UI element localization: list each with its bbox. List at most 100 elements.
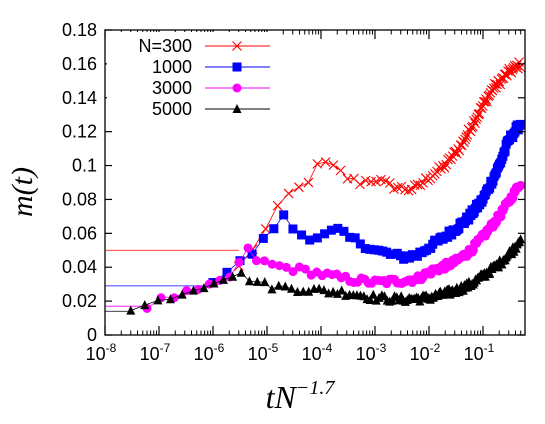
x-axis-label-base: tN [266, 379, 298, 415]
data-point [288, 267, 298, 277]
y-tick-label: 0.06 [62, 223, 97, 243]
data-point [485, 268, 495, 278]
series-3 [105, 180, 526, 313]
legend-label-2: 1000 [152, 57, 192, 77]
data-point [209, 278, 219, 288]
data-point [177, 289, 187, 299]
data-point [515, 119, 525, 129]
x-tick-label: 10-4 [302, 341, 333, 364]
data-point [403, 185, 414, 196]
data-point [305, 235, 315, 245]
axes: 0 0.02 0.04 0.06 0.08 0.1 0.12 0.14 0.16 0.18 10-8… [62, 20, 526, 364]
data-point [272, 200, 283, 211]
data-point [297, 230, 307, 240]
data-point [251, 256, 261, 266]
data-point [506, 67, 517, 78]
data-point [320, 229, 330, 239]
legend-marker-2 [232, 62, 242, 72]
data-point [392, 182, 403, 193]
x-tick-label: 10-7 [140, 341, 171, 364]
data-point [350, 233, 360, 243]
data-point [328, 160, 339, 171]
y-tick-label: 0.14 [62, 88, 97, 108]
y-tick-label: 0.02 [62, 291, 97, 311]
x-tick-label: 10-8 [86, 341, 117, 364]
data-point [464, 215, 474, 225]
series-4 [105, 234, 526, 315]
data-point [244, 276, 254, 286]
data-point [293, 182, 304, 193]
data-point [199, 283, 209, 293]
data-point [474, 108, 485, 119]
data-point [470, 118, 480, 129]
data-point [165, 294, 175, 304]
legend-marker-3 [232, 83, 242, 93]
legend-marker-4 [232, 104, 242, 113]
x-axis-label: tN−1.7 [266, 377, 336, 415]
data-point [500, 146, 510, 156]
data-point [182, 286, 192, 296]
x-tick-label: 10-3 [356, 341, 387, 364]
data-point [488, 176, 498, 186]
data-point [304, 286, 314, 296]
data-point [153, 295, 163, 305]
y-tick-label: 0 [87, 325, 97, 345]
data-point [279, 210, 289, 220]
data-point [387, 295, 397, 305]
data-point [228, 271, 238, 281]
y-tick-label: 0.16 [62, 54, 97, 74]
y-tick-label: 0.1 [72, 156, 97, 176]
y-tick-label: 0.08 [62, 189, 97, 209]
legend-label-4: 5000 [152, 99, 192, 119]
series-1 [105, 57, 525, 272]
data-point [303, 177, 314, 188]
data-point [219, 274, 229, 284]
data-point [283, 188, 294, 199]
data-point [384, 178, 395, 188]
data-point [491, 168, 501, 178]
data-point [412, 179, 423, 190]
data-point [389, 184, 399, 194]
data-point [332, 288, 342, 298]
data-point [259, 256, 269, 266]
data-point [516, 180, 526, 190]
data-point [312, 233, 322, 243]
data-point [516, 234, 526, 244]
x-axis-label-exponent: −1.7 [296, 377, 335, 399]
data-point [126, 305, 136, 315]
data-point [234, 257, 244, 267]
plot-frame [104, 29, 526, 336]
data-point [267, 259, 277, 269]
x-tick-label: 10-2 [410, 341, 441, 364]
data-point [281, 262, 291, 272]
x-tick-label: 10-5 [248, 341, 279, 364]
data-point [480, 96, 490, 107]
data-point [300, 264, 310, 274]
data-point [260, 277, 270, 287]
data-point [320, 157, 331, 167]
data-point [286, 283, 296, 293]
data-point [260, 223, 271, 234]
data-point [454, 224, 464, 234]
data-point [461, 132, 472, 142]
data-point [312, 158, 323, 169]
data-point [406, 184, 417, 195]
data-point [274, 261, 284, 271]
data-point [368, 289, 378, 299]
data-point [236, 267, 246, 277]
data-point [222, 267, 232, 277]
data-point [465, 126, 476, 137]
data-point [243, 243, 253, 253]
data-point [459, 137, 469, 148]
y-tick-label: 0.04 [62, 257, 97, 277]
data-point [476, 103, 487, 114]
y-tick-label: 0.12 [62, 122, 97, 142]
data-point [288, 224, 298, 234]
data-point [345, 232, 355, 242]
data-point [471, 114, 481, 125]
data-point [355, 179, 365, 190]
y-tick-label: 0.18 [62, 20, 97, 40]
